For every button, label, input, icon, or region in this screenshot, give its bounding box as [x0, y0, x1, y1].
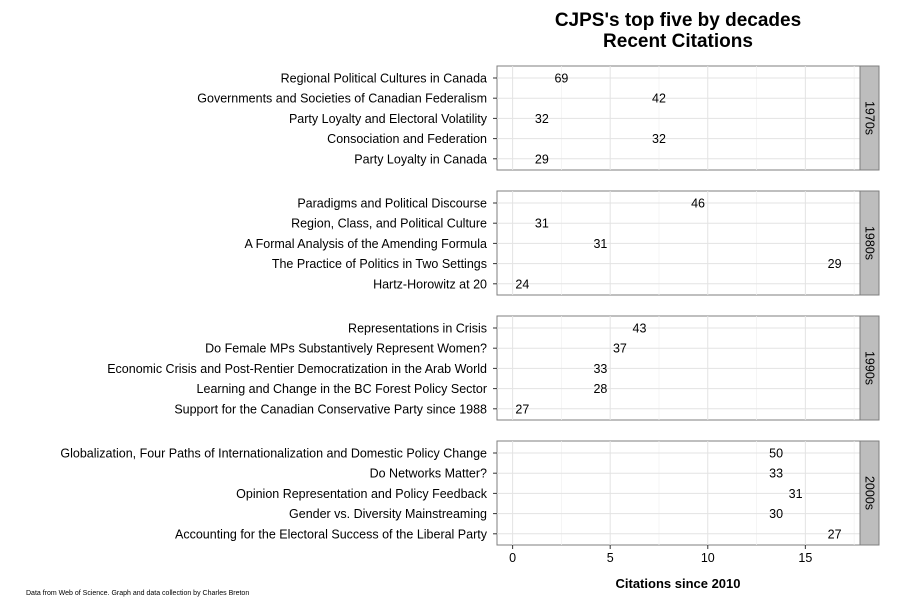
data-point-label: 33 — [593, 362, 607, 376]
y-tick-label: The Practice of Politics in Two Settings — [272, 257, 487, 271]
y-tick-label: Learning and Change in the BC Forest Pol… — [197, 382, 487, 396]
data-point-label: 29 — [828, 257, 842, 271]
data-point-label: 42 — [652, 92, 666, 106]
facet-panels: Regional Political Cultures in Canada 69 G… — [60, 65, 880, 546]
x-tick-label: 0 — [509, 551, 516, 565]
facet-strip-label: 1980s — [863, 226, 877, 260]
data-point-label: 27 — [515, 402, 529, 416]
data-point-label: 31 — [789, 487, 803, 501]
facet-2000s: Globalization, Four Paths of Internation… — [60, 440, 880, 546]
data-point-label: 31 — [593, 237, 607, 251]
y-tick-label: Economic Crisis and Post-Rentier Democra… — [107, 362, 487, 376]
data-point-label: 24 — [515, 277, 529, 291]
y-tick-label: Party Loyalty in Canada — [354, 152, 487, 166]
data-point-label: 46 — [691, 197, 705, 211]
y-tick-label: Paradigms and Political Discourse — [297, 197, 487, 211]
footer-credit: Data from Web of Science. Graph and data… — [26, 590, 250, 597]
y-tick-label: Party Loyalty and Electoral Volatility — [289, 112, 488, 126]
data-point-label: 27 — [828, 527, 842, 541]
data-point-label: 32 — [652, 132, 666, 146]
x-tick-label: 10 — [701, 551, 715, 565]
data-point-label: 29 — [535, 152, 549, 166]
x-tick-label: 5 — [607, 551, 614, 565]
y-tick-label: Representations in Crisis — [348, 322, 487, 336]
y-tick-label: Consociation and Federation — [327, 132, 487, 146]
y-tick-label: Accounting for the Electoral Success of … — [175, 527, 488, 541]
x-axis: 0 5 10 15 — [509, 545, 812, 565]
data-point-label: 50 — [769, 447, 783, 461]
y-tick-label: Support for the Canadian Conservative Pa… — [174, 402, 487, 416]
facet-1970s: Regional Political Cultures in Canada 69 G… — [197, 65, 880, 171]
data-point-label: 37 — [613, 342, 627, 356]
y-tick-label: A Formal Analysis of the Amending Formul… — [245, 237, 488, 251]
data-point-label: 31 — [535, 217, 549, 231]
facet-1980s: Paradigms and Political Discourse 46 Regio… — [245, 190, 880, 296]
data-point-label: 28 — [593, 382, 607, 396]
y-tick-label: Governments and Societies of Canadian Fe… — [197, 92, 487, 106]
y-tick-label: Do Female MPs Substantively Represent Wo… — [205, 342, 487, 356]
facet-strip-label: 2000s — [863, 476, 877, 510]
data-point-label: 33 — [769, 467, 783, 481]
y-tick-label: Do Networks Matter? — [370, 467, 487, 481]
x-tick-label: 15 — [798, 551, 812, 565]
chart-subtitle: Recent Citations — [603, 31, 753, 52]
data-point-label: 69 — [554, 72, 568, 86]
y-tick-label: Globalization, Four Paths of Internation… — [60, 447, 487, 461]
chart-title: CJPS's top five by decades — [555, 10, 801, 31]
y-tick-label: Opinion Representation and Policy Feedba… — [236, 487, 488, 501]
y-tick-label: Hartz-Horowitz at 20 — [373, 277, 487, 291]
facet-strip — [859, 315, 880, 421]
facet-strip-label: 1990s — [863, 351, 877, 385]
y-tick-label: Region, Class, and Political Culture — [291, 217, 487, 231]
y-tick-label: Regional Political Cultures in Canada — [281, 72, 487, 86]
facet-strip — [859, 65, 880, 171]
facet-strip — [859, 190, 880, 296]
facet-1990s: Representations in Crisis 43 Do Female MPs… — [107, 315, 880, 421]
data-point-label: 32 — [535, 112, 549, 126]
data-point-label: 30 — [769, 507, 783, 521]
facet-strip-label: 1970s — [863, 101, 877, 135]
data-point-label: 43 — [633, 322, 647, 336]
y-tick-label: Gender vs. Diversity Mainstreaming — [289, 507, 487, 521]
facet-strip — [859, 440, 880, 546]
x-axis-label: Citations since 2010 — [616, 576, 741, 591]
